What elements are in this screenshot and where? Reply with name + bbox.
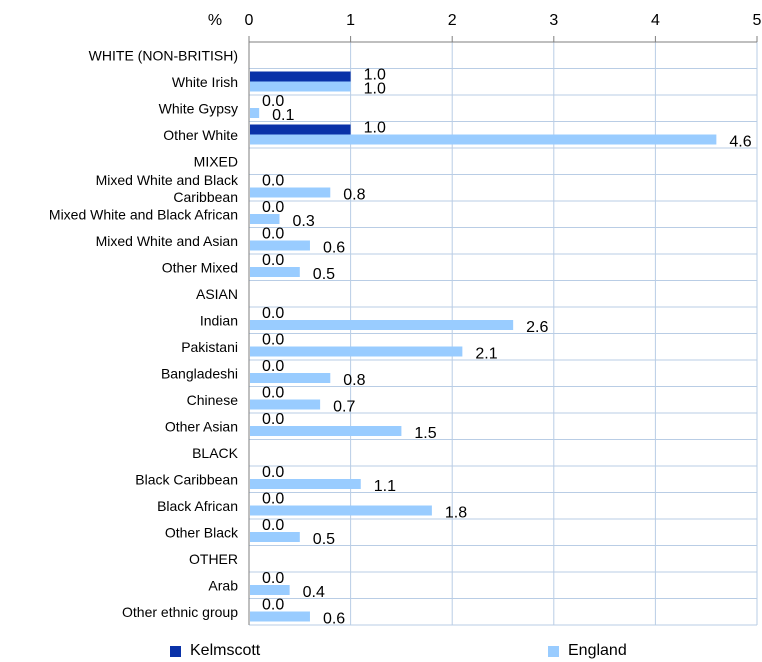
data-label-kelmscott: 0.0: [262, 385, 284, 402]
x-tick-label: 0: [245, 12, 254, 29]
bar-england: [250, 399, 321, 410]
x-axis-ticks: 0 1 2 3 4 5: [245, 12, 762, 42]
category-label: Bangladeshi: [161, 365, 238, 381]
data-label-kelmscott: 0.0: [262, 199, 284, 216]
bar-england: [250, 267, 300, 277]
category-label: Other White: [163, 127, 238, 143]
data-label-england: 0.6: [323, 611, 345, 628]
data-label-kelmscott: 1.0: [364, 120, 386, 137]
data-label-england: 0.5: [313, 531, 335, 548]
category-label: Other Asian: [165, 418, 238, 434]
bar-england: [250, 187, 331, 198]
category-label: Other ethnic group: [122, 604, 238, 620]
data-label-england: 4.6: [729, 134, 751, 151]
data-label-england: 0.8: [343, 372, 365, 389]
legend-swatch-england: [548, 645, 559, 657]
category-label: Other Black: [165, 524, 239, 540]
x-tick-label: 4: [651, 12, 660, 29]
category-label-line: Caribbean: [173, 189, 238, 205]
bar-england: [250, 373, 331, 383]
bar-england: [250, 81, 351, 92]
bar-england: [250, 426, 402, 436]
data-label-kelmscott: 1.0: [364, 67, 386, 84]
x-axis-label: %: [208, 12, 222, 29]
data-label-kelmscott: 0.0: [262, 464, 284, 481]
category-label: Chinese: [187, 392, 239, 408]
data-label-england: 1.0: [364, 81, 386, 98]
data-label-england: 0.7: [333, 399, 355, 416]
gridlines: [249, 42, 758, 626]
category-label: Mixed White and Black African: [49, 206, 238, 222]
bar-kelmscott: [250, 124, 351, 135]
legend-swatch-kelmscott: [170, 645, 181, 657]
data-label-kelmscott: 0.0: [262, 570, 284, 587]
data-label-england: 0.6: [323, 240, 345, 257]
bar-england: [250, 505, 432, 516]
bar-england: [250, 108, 260, 118]
bar-england: [250, 214, 280, 224]
data-label-england: 1.1: [374, 478, 396, 495]
data-label-kelmscott: 0.0: [262, 491, 284, 508]
bar-england: [250, 611, 310, 622]
bar-kelmscott: [250, 71, 351, 82]
data-label-kelmscott: 0.0: [262, 597, 284, 614]
data-label-kelmscott: 0.0: [262, 332, 284, 349]
legend-item-kelmscott: Kelmscott: [170, 642, 260, 660]
category-label-line: Mixed White and Black: [96, 172, 239, 188]
category-label: Indian: [200, 312, 238, 328]
data-label-kelmscott: 0.0: [262, 411, 284, 428]
category-labels: WHITE (NON-BRITISH) White Irish White Gyps…: [49, 47, 239, 620]
bar-england: [250, 585, 290, 595]
category-label: Pakistani: [181, 339, 238, 355]
data-label-england: 0.5: [313, 266, 335, 283]
data-label-kelmscott: 0.0: [262, 226, 284, 243]
category-label: White Irish: [172, 74, 238, 90]
legend-label-kelmscott: Kelmscott: [190, 642, 261, 659]
bar-england: [250, 479, 361, 489]
bar-england: [250, 532, 300, 542]
category-label: BLACK: [192, 445, 239, 461]
data-label-england: 0.3: [292, 213, 314, 230]
category-label: Black Caribbean: [135, 471, 238, 487]
bars: [250, 71, 717, 622]
bar-england: [250, 346, 463, 357]
category-label: OTHER: [189, 551, 238, 567]
x-tick-label: 3: [549, 12, 558, 29]
category-label: MIXED: [194, 153, 238, 169]
data-labels: 1.00.01.00.00.00.00.00.00.00.00.00.00.00…: [262, 67, 752, 628]
data-label-kelmscott: 0.0: [262, 517, 284, 534]
bar-england: [250, 240, 310, 251]
category-label: Mixed White and Black Caribbean: [96, 172, 239, 205]
category-label: Mixed White and Asian: [96, 233, 238, 249]
data-label-england: 0.8: [343, 187, 365, 204]
category-label: White Gypsy: [159, 100, 238, 116]
data-label-england: 1.8: [445, 505, 467, 522]
x-tick-label: 1: [346, 12, 355, 29]
category-label: Other Mixed: [162, 259, 238, 275]
legend-label-england: England: [568, 642, 627, 659]
data-label-kelmscott: 0.0: [262, 358, 284, 375]
category-label: WHITE (NON-BRITISH): [89, 47, 238, 63]
legend-item-england: England: [548, 642, 627, 660]
category-label: ASIAN: [196, 286, 238, 302]
data-label-kelmscott: 0.0: [262, 252, 284, 269]
data-label-england: 1.5: [414, 425, 436, 442]
data-label-england: 0.4: [303, 584, 325, 601]
data-label-england: 0.1: [272, 107, 294, 124]
category-label: Arab: [208, 577, 238, 593]
data-label-england: 2.1: [475, 346, 497, 363]
bar-england: [250, 320, 514, 330]
category-label: Black African: [157, 498, 238, 514]
data-label-england: 2.6: [526, 319, 548, 336]
x-tick-label: 2: [448, 12, 457, 29]
bar-england: [250, 134, 717, 145]
x-tick-label: 5: [753, 12, 762, 29]
data-label-kelmscott: 0.0: [262, 93, 284, 110]
data-label-kelmscott: 0.0: [262, 173, 284, 190]
data-label-kelmscott: 0.0: [262, 305, 284, 322]
